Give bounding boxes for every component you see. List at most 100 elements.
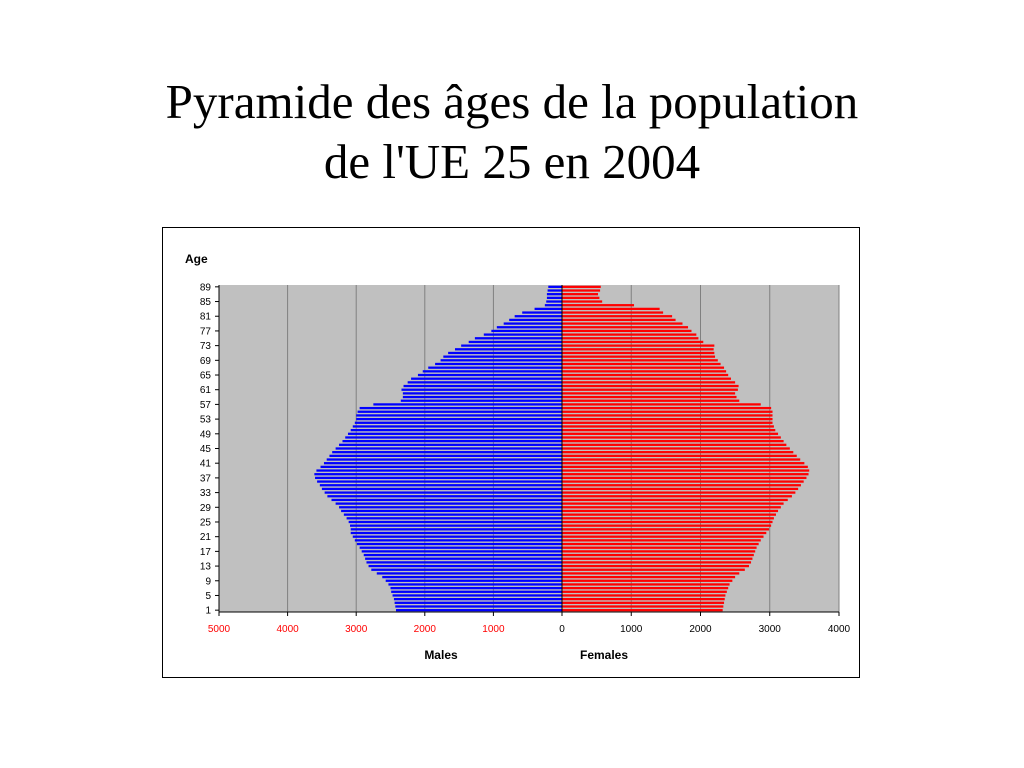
female-bar: [562, 421, 773, 424]
female-bar: [562, 550, 756, 553]
x-axis-title-females: Females: [580, 648, 628, 662]
female-bar: [562, 406, 772, 410]
female-bar: [562, 469, 810, 472]
male-bar: [402, 395, 562, 399]
y-tick-label: 53: [200, 415, 212, 426]
female-bar: [562, 381, 736, 384]
y-tick-label: 77: [200, 326, 212, 337]
male-bar: [329, 454, 562, 457]
female-bar: [562, 484, 801, 487]
male-bar: [546, 300, 562, 303]
female-bar: [562, 311, 664, 314]
male-bar: [323, 462, 562, 465]
female-bar: [562, 502, 784, 505]
y-tick-label: 73: [200, 341, 212, 352]
male-bar: [376, 572, 562, 575]
males-bars: [314, 285, 562, 612]
y-tick-label: 89: [200, 282, 212, 293]
male-bar: [546, 293, 562, 296]
male-bar: [343, 513, 562, 516]
female-bar: [562, 359, 718, 362]
male-bar: [359, 546, 562, 549]
female-bar: [562, 285, 601, 288]
female-bar: [562, 594, 726, 597]
male-bar: [546, 296, 562, 299]
y-tick-label: 81: [200, 312, 212, 323]
male-bar: [503, 322, 562, 325]
y-tick-label: 13: [200, 562, 212, 573]
female-bar: [562, 498, 788, 502]
female-bar: [562, 414, 773, 417]
female-bar: [562, 564, 749, 568]
female-bar: [562, 436, 781, 439]
x-tick-label-males: 5000: [208, 624, 231, 635]
male-bar: [514, 315, 562, 318]
female-bar: [562, 362, 721, 366]
female-bar: [562, 517, 774, 520]
y-tick-label: 45: [200, 444, 212, 455]
male-bar: [373, 403, 562, 406]
male-bar: [356, 414, 562, 417]
female-bar: [562, 601, 725, 604]
female-bar: [562, 473, 809, 476]
female-bar: [562, 476, 807, 480]
male-bar: [345, 436, 562, 439]
male-bar: [320, 465, 562, 469]
female-bar: [562, 296, 600, 299]
y-tick-label: 37: [200, 473, 212, 484]
female-bar: [562, 351, 715, 355]
male-bar: [385, 579, 562, 582]
female-bar: [562, 340, 704, 344]
male-bar: [474, 337, 562, 340]
female-bar: [562, 605, 724, 608]
female-bar: [562, 318, 676, 322]
female-bar: [562, 454, 797, 457]
y-tick-label: 57: [200, 400, 212, 411]
female-bar: [562, 392, 736, 395]
female-bar: [562, 546, 757, 549]
female-bar: [562, 513, 776, 516]
male-bar: [341, 509, 562, 513]
female-bar: [562, 598, 725, 601]
female-bar: [562, 586, 729, 590]
male-bar: [315, 476, 562, 480]
y-tick-label: 33: [200, 488, 212, 499]
female-bar: [562, 329, 692, 333]
male-bar: [316, 469, 562, 472]
male-bar: [366, 561, 562, 564]
female-bar: [562, 465, 808, 469]
female-bar: [562, 583, 730, 586]
y-tick-label: 85: [200, 297, 212, 308]
female-bar: [562, 575, 736, 579]
male-bar: [395, 605, 562, 608]
male-bar: [317, 480, 562, 483]
female-bar: [562, 590, 727, 593]
y-axis-title: Age: [185, 252, 208, 266]
x-tick-label-females: 4000: [828, 624, 851, 635]
population-pyramid-chart: 5000 4000 3000 2000 1000 0 1000 2000 3000 4000 15…: [185, 252, 851, 662]
slide-title-line-2: de l'UE 25 en 2004: [323, 134, 701, 189]
x-tick-label-males: 4000: [276, 624, 299, 635]
female-bar: [562, 487, 799, 491]
female-bar: [562, 520, 773, 524]
female-bar: [562, 568, 745, 571]
male-bar: [400, 399, 562, 402]
female-bar: [562, 528, 770, 531]
male-bar: [326, 458, 562, 461]
female-bar: [562, 399, 740, 402]
male-bar: [496, 326, 562, 329]
x-tick-label-females: 1000: [620, 624, 643, 635]
male-bar: [332, 451, 562, 454]
male-bar: [348, 520, 562, 524]
male-bar: [509, 318, 562, 322]
female-bar: [562, 373, 729, 377]
male-bar: [392, 594, 562, 597]
male-bar: [331, 498, 562, 502]
male-bar: [357, 410, 562, 413]
male-bar: [391, 590, 562, 593]
male-bar: [422, 370, 562, 373]
female-bar: [562, 300, 603, 303]
male-bar: [544, 304, 562, 307]
y-tick-label: 21: [200, 532, 212, 543]
male-bar: [407, 381, 562, 384]
